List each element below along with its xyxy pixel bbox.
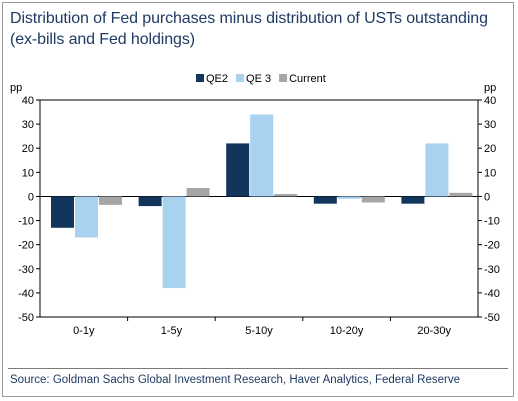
plot-area bbox=[39, 99, 479, 318]
bar-qe2-0-1y bbox=[51, 196, 74, 228]
bar-qe2-1-5y bbox=[138, 196, 162, 207]
x-tick-label: 0-1y bbox=[73, 325, 95, 337]
bar-qe3-0-1y bbox=[75, 196, 98, 238]
right-tick-label: -50 bbox=[484, 312, 500, 324]
legend-label: Current bbox=[289, 73, 326, 85]
right-tick-label: -30 bbox=[484, 264, 500, 276]
bar-qe2-10-20y bbox=[313, 196, 337, 204]
left-tick-label: 0 bbox=[28, 191, 34, 203]
source-divider bbox=[8, 368, 508, 369]
left-tick-label: -20 bbox=[18, 240, 34, 252]
bar-current-0-1y bbox=[99, 196, 122, 205]
legend-swatch bbox=[236, 74, 245, 82]
left-tick-label: 30 bbox=[22, 119, 34, 131]
right-tick-label: 20 bbox=[484, 143, 496, 155]
title-line-1: Distribution of Fed purchases minus dist… bbox=[10, 10, 488, 27]
right-tick-label: 40 bbox=[484, 95, 496, 107]
right-tick-label: -10 bbox=[484, 216, 500, 228]
bar-current-1-5y bbox=[186, 188, 210, 197]
bar-current-20-30y bbox=[449, 192, 473, 197]
right-tick-label: 10 bbox=[484, 167, 496, 179]
left-tick-label: -30 bbox=[18, 264, 34, 276]
y-unit-left: pp bbox=[10, 82, 22, 94]
title-line-2: (ex-bills and Fed holdings) bbox=[10, 31, 195, 48]
chart-title: Distribution of Fed purchases minus dist… bbox=[10, 8, 505, 50]
bar-qe3-20-30y bbox=[425, 143, 449, 197]
chart-bars bbox=[51, 114, 473, 289]
bar-qe2-20-30y bbox=[401, 196, 425, 204]
x-tick-label: 1-5y bbox=[161, 325, 183, 337]
right-tick-label: 0 bbox=[484, 191, 490, 203]
left-tick-label: 10 bbox=[22, 167, 34, 179]
x-tick-label: 10-20y bbox=[330, 325, 364, 337]
left-tick-label: -10 bbox=[18, 216, 34, 228]
bar-current-5-10y bbox=[274, 194, 298, 197]
left-tick-label: 40 bbox=[22, 95, 34, 107]
legend-label: QE2 bbox=[206, 73, 228, 85]
bar-qe3-1-5y bbox=[162, 196, 186, 289]
right-tick-label: 30 bbox=[484, 119, 496, 131]
chart-legend: QE2 QE 3 Current bbox=[196, 73, 326, 85]
left-tick-label: -50 bbox=[18, 312, 34, 324]
left-tick-label: -40 bbox=[18, 288, 34, 300]
bar-qe2-5-10y bbox=[226, 143, 250, 197]
legend-swatch bbox=[279, 74, 288, 82]
legend-label: QE 3 bbox=[246, 73, 271, 85]
legend-swatch bbox=[196, 74, 204, 82]
x-tick-label: 5-10y bbox=[245, 325, 273, 337]
chart-ticks: -50 -50 -40 -40 -30 -30 -20 -20 -10 -10 0 0 10 10 20 20… bbox=[10, 82, 500, 337]
y-unit-right: pp bbox=[484, 82, 496, 94]
bar-current-10-20y bbox=[361, 196, 385, 203]
bar-qe3-10-20y bbox=[337, 196, 361, 199]
right-tick-label: -20 bbox=[484, 240, 500, 252]
source-note: Source: Goldman Sachs Global Investment … bbox=[10, 374, 460, 386]
bar-qe3-5-10y bbox=[250, 114, 274, 197]
left-tick-label: 20 bbox=[22, 143, 34, 155]
x-tick-label: 20-30y bbox=[417, 325, 451, 337]
right-tick-label: -40 bbox=[484, 288, 500, 300]
